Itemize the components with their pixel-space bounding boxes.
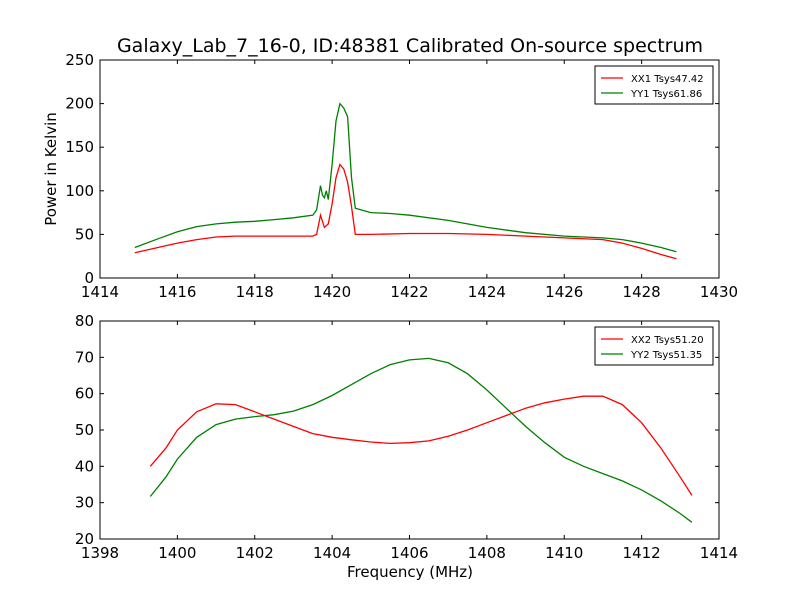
x-tick-label: 1414 bbox=[81, 283, 119, 301]
x-tick-label: 1430 bbox=[700, 283, 738, 301]
legend: XX1 Tsys47.42 YY1 Tsys61.86 bbox=[594, 65, 714, 105]
y-tick-label: 60 bbox=[75, 385, 94, 403]
series-line-xx bbox=[149, 395, 693, 496]
legend-label: XX2 Tsys51.20 bbox=[631, 335, 704, 346]
x-tick-label: 1414 bbox=[700, 544, 738, 562]
x-tick-label: 1404 bbox=[313, 544, 351, 562]
x-tick-label: 1406 bbox=[390, 544, 428, 562]
x-tick-label: 1412 bbox=[623, 544, 661, 562]
y-tick-label: 0 bbox=[84, 269, 94, 287]
y-axis-label: Power in Kelvin bbox=[42, 112, 60, 226]
legend-box bbox=[594, 326, 714, 366]
x-tick-label: 1426 bbox=[545, 283, 583, 301]
y-tick-label: 150 bbox=[65, 138, 94, 156]
legend-label: YY2 Tsys51.35 bbox=[630, 350, 702, 361]
legend: XX2 Tsys51.20 YY2 Tsys51.35 bbox=[594, 326, 714, 366]
bottom-spectrum-panel: 1398 1400 1402 1404 1406 1408 1410 1412 1414 20 30… bbox=[75, 312, 738, 562]
y-tick-label: 50 bbox=[75, 225, 94, 243]
y-tick-label: 100 bbox=[65, 182, 94, 200]
top-spectrum-panel: 1414 1416 1418 1420 1422 1424 1426 1428 1430 0 50 1… bbox=[65, 51, 738, 301]
figure-title: Galaxy_Lab_7_16-0, ID:48381 Calibrated O… bbox=[117, 35, 703, 57]
x-tick-label: 1428 bbox=[623, 283, 661, 301]
x-tick-label: 1408 bbox=[468, 544, 506, 562]
series-line-yy bbox=[149, 357, 693, 523]
x-axis-label: Frequency (MHz) bbox=[347, 563, 473, 581]
x-tick-label: 1416 bbox=[158, 283, 196, 301]
x-tick-label: 1398 bbox=[81, 544, 119, 562]
x-tick-label: 1420 bbox=[313, 283, 351, 301]
y-tick-label: 250 bbox=[65, 51, 94, 69]
legend-box bbox=[594, 65, 714, 105]
x-tick-label: 1422 bbox=[390, 283, 428, 301]
series-line-xx bbox=[134, 163, 677, 260]
legend-label: YY1 Tsys61.86 bbox=[630, 89, 702, 100]
y-tick-label: 80 bbox=[75, 312, 94, 330]
x-tick-label: 1402 bbox=[236, 544, 274, 562]
y-tick-label: 20 bbox=[75, 530, 94, 548]
legend-label: XX1 Tsys47.42 bbox=[631, 74, 704, 85]
y-tick-label: 200 bbox=[65, 95, 94, 113]
x-tick-label: 1424 bbox=[468, 283, 506, 301]
y-tick-label: 70 bbox=[75, 348, 94, 366]
x-tick-label: 1418 bbox=[236, 283, 274, 301]
y-tick-label: 30 bbox=[75, 494, 94, 512]
x-tick-label: 1410 bbox=[545, 544, 583, 562]
y-tick-label: 50 bbox=[75, 421, 94, 439]
series-line-yy bbox=[134, 102, 677, 253]
x-tick-label: 1400 bbox=[158, 544, 196, 562]
y-tick-label: 40 bbox=[75, 457, 94, 475]
